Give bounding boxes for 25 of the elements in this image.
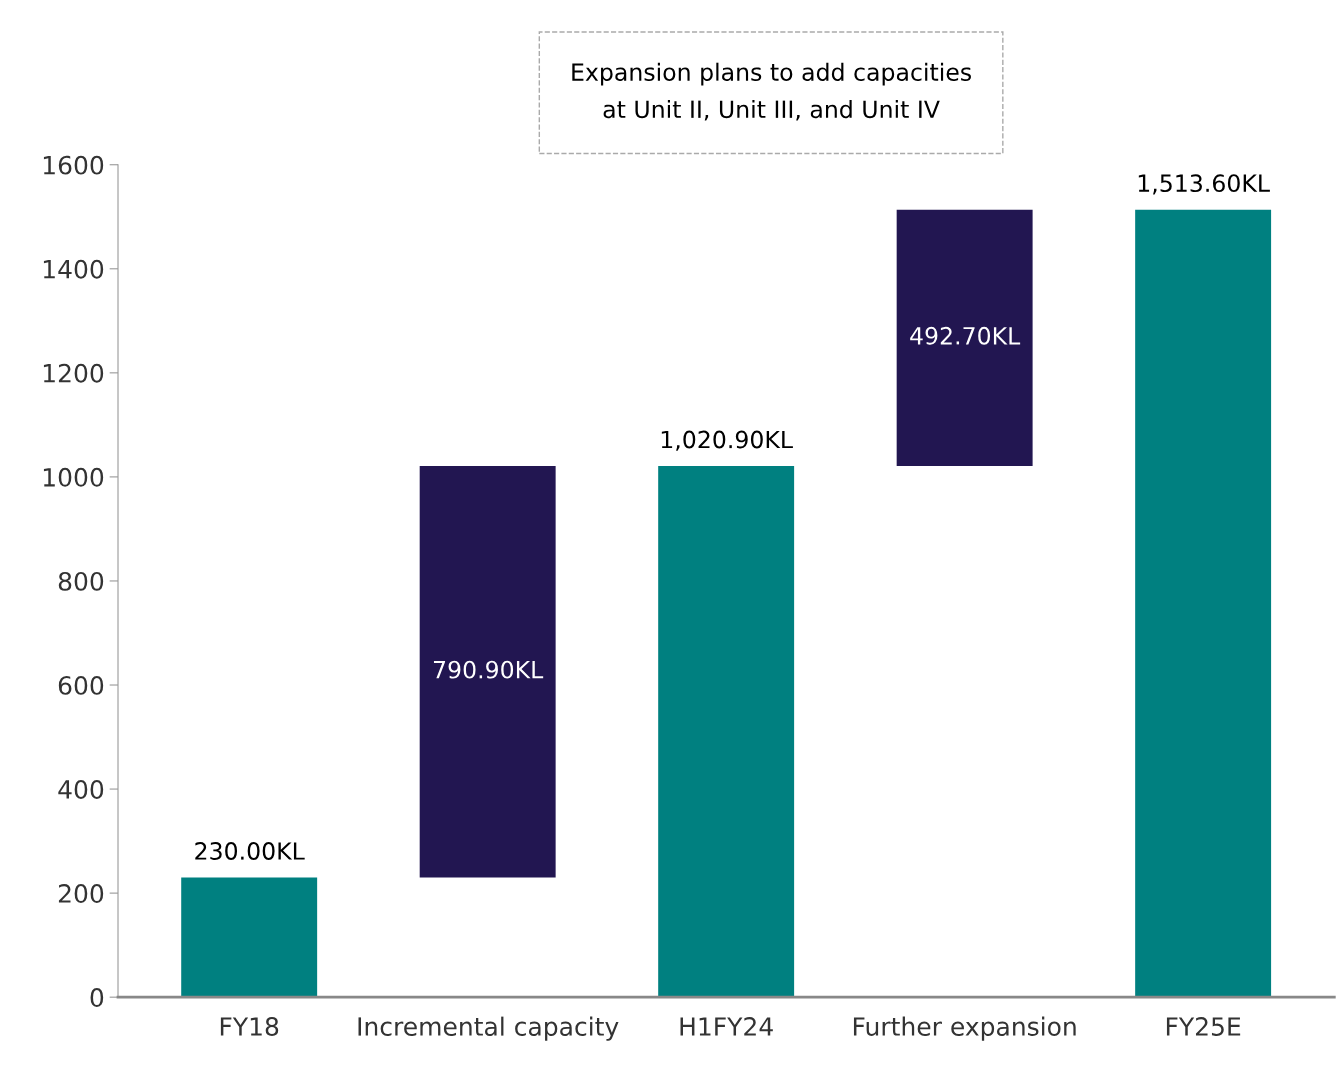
x-tick-label: Further expansion <box>853 1016 1076 1041</box>
bar <box>658 466 795 998</box>
data-label: 492.70KL <box>910 326 1021 345</box>
data-label: 1,513.60KL <box>1138 174 1270 195</box>
x-tick-label: Incremental capacity <box>358 1016 619 1041</box>
y-tick-label: 1600 <box>43 155 104 175</box>
data-label: 230.00KL <box>195 842 305 860</box>
data-label: 1,020.90KL <box>661 430 793 451</box>
y-tick-label: 200 <box>58 884 104 903</box>
bar <box>896 209 1033 467</box>
x-tick-label: FY18 <box>220 1017 279 1036</box>
y-tick-label: 400 <box>58 780 104 799</box>
y-tick-label: 1000 <box>43 467 104 487</box>
y-tick-label: 1200 <box>43 363 104 383</box>
data-label: 790.90KL <box>433 660 544 679</box>
y-tick-label: 800 <box>58 571 104 591</box>
bar <box>181 877 318 998</box>
bar <box>419 466 556 878</box>
x-tick-label: H1FY24 <box>680 1017 773 1036</box>
bar <box>1135 209 1272 998</box>
text: Expansion plans to add capacities at Unit II, Unit III, and Unit IV <box>572 62 971 121</box>
y-tick-label: 0 <box>90 988 104 1008</box>
x-tick-label: FY25E <box>1166 1017 1241 1036</box>
y-tick-label: 600 <box>58 675 104 695</box>
y-tick-label: 1400 <box>43 259 104 279</box>
